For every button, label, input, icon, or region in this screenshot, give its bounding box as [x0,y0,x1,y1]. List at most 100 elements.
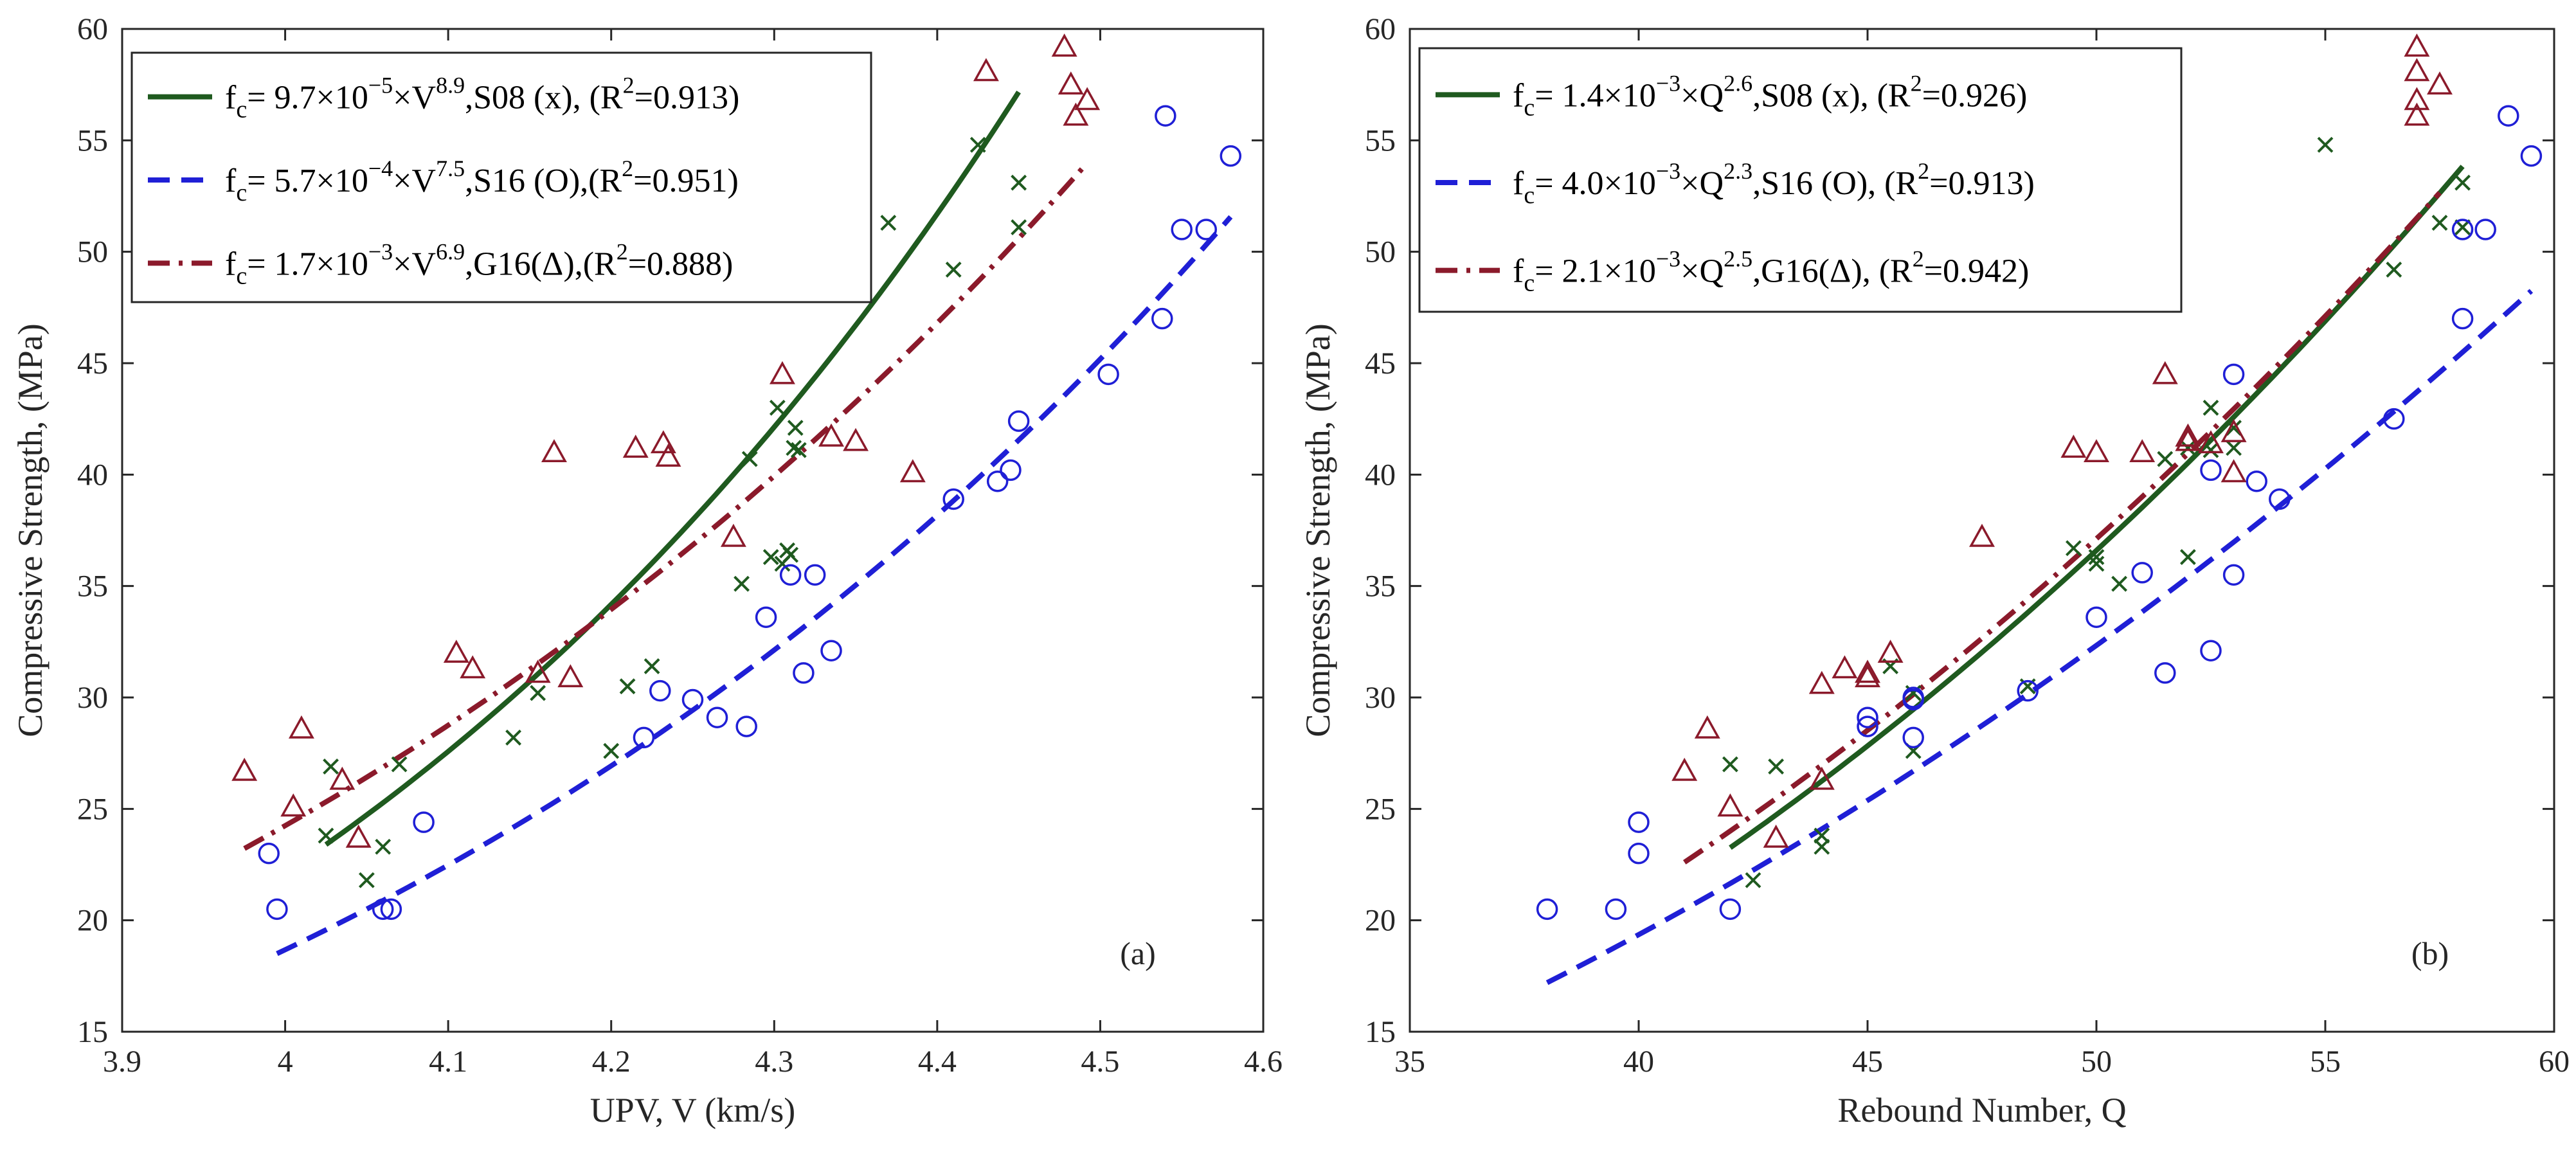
data-point-g16 [1051,33,1077,57]
legend-entry: fc= 1.4×10−3×Q2.6,S08 (x), (R2=0.926) [1513,70,2027,121]
legend: fc= 9.7×10−5×V8.9,S08 (x), (R2=0.913)fc=… [131,51,872,303]
data-point-g16 [2129,439,2156,463]
legend-sub: c [236,96,247,123]
data-point-s08 [2179,549,2196,566]
y-tick-label: 40 [1365,458,1396,492]
y-tick-label: 35 [77,570,108,604]
data-point-s16 [2498,105,2519,127]
data-point-s16 [942,488,964,510]
legend-end: =0.942) [1924,253,2030,290]
legend-sup3: 2 [1913,246,1924,272]
legend-sup2: 2.6 [1724,70,1752,96]
data-point-g16 [2084,439,2109,463]
data-point-s08 [2088,549,2105,566]
x-tick-label: 4.1 [429,1045,467,1079]
data-point-s16 [633,726,655,749]
data-point-g16 [2404,87,2430,111]
legend-entry: fc= 5.7×10−4×V7.5,S16 (O),(R2=0.951) [225,156,739,206]
x-tick-label: 4.5 [1081,1045,1119,1079]
x-tick-label: 50 [2081,1045,2112,1079]
y-tick-label: 40 [77,458,108,492]
data-point-g16 [2404,102,2430,126]
legend-end: =0.913) [635,80,740,116]
legend-mid2: ×Q [1680,253,1724,290]
data-point-g16 [1808,766,1835,790]
y-tick-label: 50 [1365,235,1396,269]
data-point-s08 [2202,442,2219,458]
data-point-g16 [557,664,584,688]
legend-sup2: 2.3 [1724,158,1752,184]
data-point-s16 [2451,307,2474,330]
data-point-s08 [2386,261,2402,278]
data-point-s08 [782,546,799,563]
data-point-g16 [1855,664,1880,688]
data-point-s08 [790,442,807,458]
legend-entry: fc= 1.7×10−3×V6.9,G16(Δ),(R2=0.888) [225,238,733,289]
data-point-g16 [2427,71,2453,95]
legend-sup1: −4 [368,156,393,181]
data-point-s08 [2088,555,2105,572]
y-tick-label: 25 [1365,792,1396,826]
data-point-g16 [2175,427,2201,451]
x-tick-label: 4.4 [918,1045,957,1079]
data-point-s16 [258,842,280,865]
legend-sub: c [1524,94,1535,121]
data-point-s08 [2454,219,2471,235]
x-axis-title: UPV, V (km/s) [590,1091,796,1129]
data-point-s16 [1000,459,1022,481]
data-point-s16 [2017,679,2039,702]
x-tick-label: 40 [1623,1045,1654,1079]
data-point-s16 [1628,811,1650,833]
data-point-g16 [1671,757,1698,781]
legend-post: ,S16 (O),(R [465,163,622,199]
legend-post: ,G16(Δ), (R [1752,253,1913,290]
data-point-s16 [1097,363,1119,386]
data-point-g16 [818,423,845,447]
data-point-s08 [2454,174,2471,191]
x-tick-label: 35 [1394,1045,1425,1079]
data-point-s16 [986,470,1009,492]
data-point-g16 [288,715,314,739]
y-tick-label: 45 [77,346,108,381]
data-point-g16 [1074,87,1101,111]
legend-mid2: ×V [393,163,436,199]
legend-post: ,S08 (x), (R [465,80,623,116]
x-tick-label: 4 [278,1045,293,1079]
data-point-s16 [2222,564,2245,586]
fit-curve-s08 [324,90,1021,847]
data-point-s16 [372,898,394,921]
data-point-s16 [779,564,802,586]
data-point-g16 [843,427,869,451]
data-point-s08 [530,685,546,701]
y-tick-label: 30 [1365,681,1396,715]
legend-sub: c [1524,182,1535,209]
legend-sup1: −3 [1656,158,1680,184]
data-point-g16 [973,58,999,82]
legend-sup3: 2 [623,73,635,98]
data-point-s08 [318,827,334,844]
data-point-g16 [899,459,926,483]
legend: fc= 1.4×10−3×Q2.6,S08 (x), (R2=0.926)fc=… [1418,47,2183,313]
data-point-s08 [2431,215,2448,231]
data-point-s16 [1195,219,1217,240]
y-tick-label: 30 [77,681,108,715]
data-point-s08 [1722,756,1738,773]
data-point-s16 [266,898,288,921]
data-point-s08 [644,658,660,674]
legend-mid: = 1.4×10 [1535,77,1656,114]
data-point-g16 [1832,655,1858,679]
data-point-s08 [880,215,897,231]
data-point-s08 [505,729,521,746]
legend-pre: f [225,163,237,199]
legend-sup1: −5 [368,73,393,98]
data-point-g16 [1058,71,1084,95]
data-point-s08 [787,420,804,436]
legend-sub: c [1524,270,1535,297]
legend-box [1418,47,2183,313]
x-tick-label: 4.3 [755,1045,793,1079]
legend-end: =0.926) [1922,77,2028,114]
data-point-s08 [769,399,786,416]
data-point-s16 [2154,662,2176,684]
legend-sup3: 2 [617,238,628,264]
data-point-g16 [1063,102,1089,126]
